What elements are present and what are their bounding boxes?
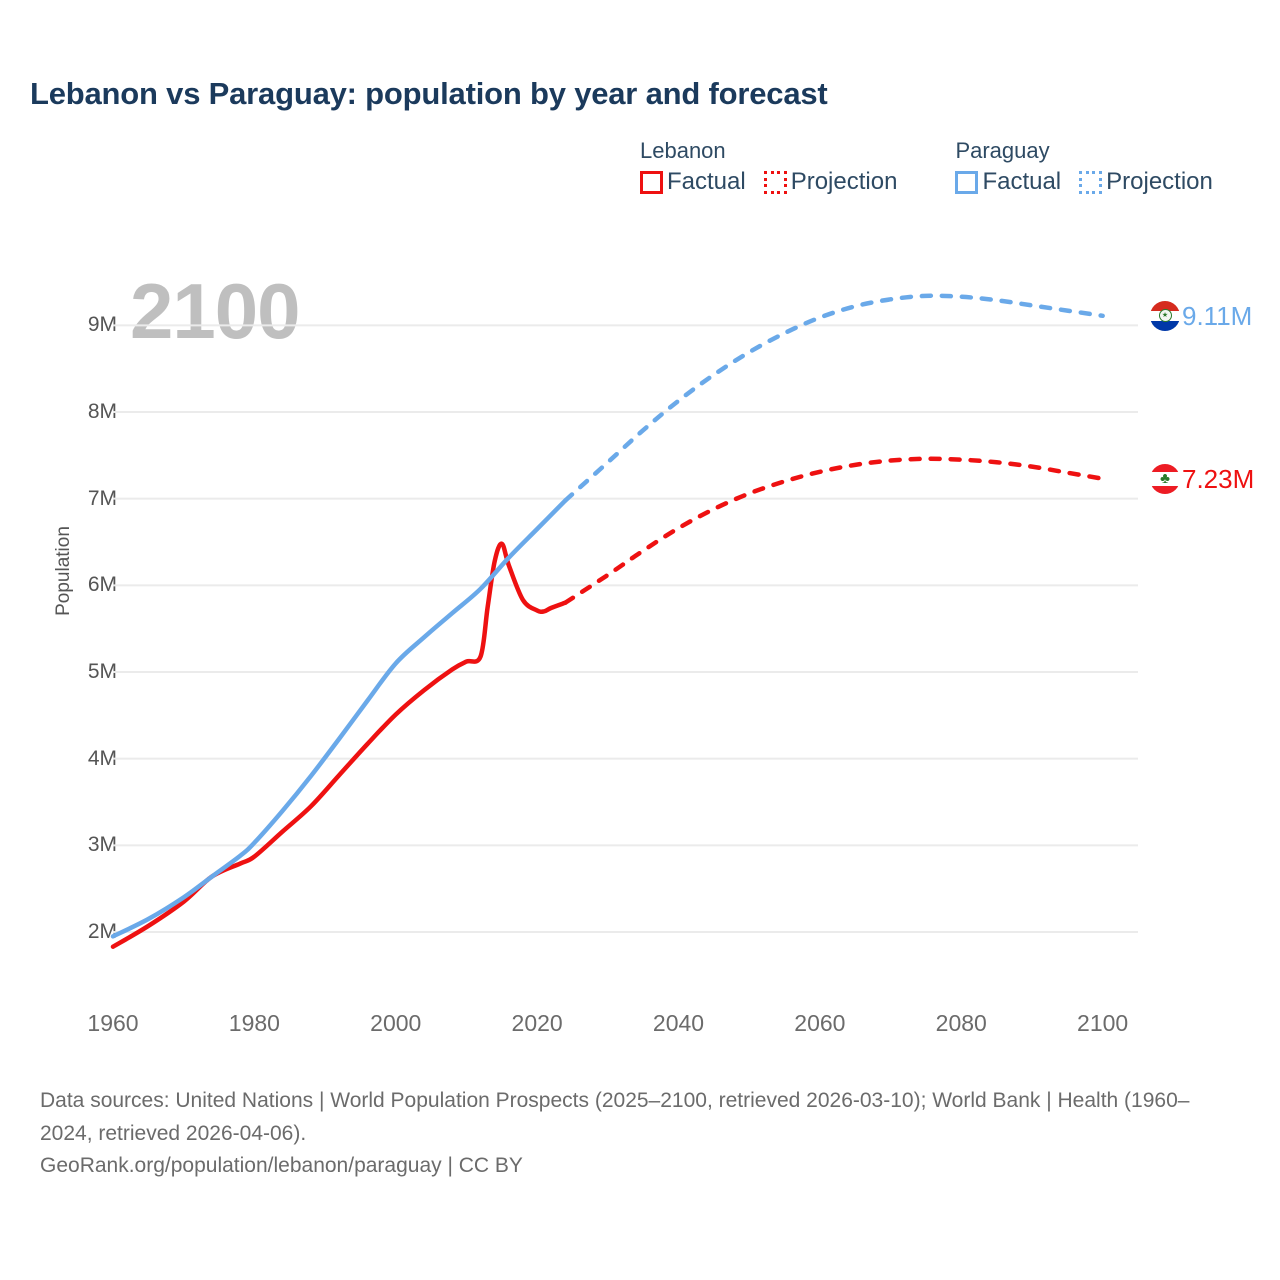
y-axis-tick-label: 6M: [87, 573, 117, 597]
legend-entries: Factual Projection: [955, 170, 1213, 194]
legend-item-label: Projection: [1106, 168, 1213, 195]
x-axis-tick-label: 2000: [370, 1010, 422, 1036]
y-axis-tick-label: 4M: [87, 746, 117, 770]
y-axis-tick-label: 5M: [87, 660, 117, 683]
dotted-square-outline-icon: [763, 170, 787, 194]
legend-group-title: Lebanon: [640, 138, 726, 163]
legend-item-lebanon-projection[interactable]: Projection: [763, 168, 898, 195]
endpoint-label-lebanon: ♣ 7.23M: [1150, 463, 1255, 494]
legend-item-label: Factual: [982, 168, 1062, 195]
legend-item-lebanon-factual[interactable]: Factual: [640, 170, 746, 194]
series-line-projection-paraguay: [563, 293, 1105, 503]
y-axis-tick-label: 7M: [87, 486, 117, 510]
solid-square-outline-icon: [640, 170, 663, 194]
chart-title: Lebanon vs Paraguay: population by year …: [30, 76, 828, 111]
y-axis-tick-label: 3M: [87, 833, 117, 857]
year-watermark: 2100: [130, 267, 301, 355]
endpoint-value: 7.23M: [1182, 463, 1255, 494]
lebanon-flag-icon: ♣: [1150, 463, 1180, 494]
x-axis-tick-label: 2020: [511, 1010, 563, 1036]
series-line-factual-paraguay: [110, 498, 568, 939]
legend-entries: Factual Projection: [640, 170, 897, 194]
series-line-projection-lebanon: [563, 456, 1105, 605]
legend-group-paraguay: Paraguay Factual Projection: [955, 138, 1213, 194]
legend-group-title: Paraguay: [955, 138, 1050, 163]
x-axis-tick-label: 2060: [794, 1010, 846, 1036]
y-axis-tick-label: 8M: [87, 400, 117, 423]
chart-footer: Data sources: United Nations | World Pop…: [40, 1085, 1230, 1183]
y-axis-title: Population: [53, 526, 74, 616]
x-axis-tick-label: 1980: [228, 1010, 280, 1036]
legend-item-label: Projection: [790, 168, 898, 195]
x-axis-tick-label: 2040: [652, 1010, 705, 1036]
footer-attribution-line: GeoRank.org/population/lebanon/paraguay …: [40, 1154, 523, 1178]
x-axis-tick-label: 2080: [935, 1010, 987, 1036]
y-axis-tick-label: 9M: [87, 313, 117, 337]
footer-sources-line: Data sources: United Nations | World Pop…: [40, 1089, 1190, 1145]
dotted-square-outline-icon: [1079, 170, 1103, 194]
x-axis-tick-label: 2100: [1077, 1010, 1129, 1036]
legend-item-label: Factual: [667, 168, 746, 195]
legend-item-paraguay-projection[interactable]: Projection: [1079, 170, 1213, 194]
legend-group-lebanon: Lebanon Factual Projection: [640, 140, 897, 194]
x-axis-tick-label: 1960: [87, 1010, 139, 1036]
series-line-factual-lebanon: [110, 541, 568, 949]
legend-item-paraguay-factual[interactable]: Factual: [955, 170, 1061, 194]
y-axis-tick-label: 2M: [87, 920, 117, 943]
endpoint-value: 9.11M: [1182, 300, 1253, 331]
chart-legend: Lebanon Factual Projection Paraguay Fact…: [640, 140, 1213, 194]
endpoint-label-paraguay: ★ 9.11M: [1150, 300, 1253, 331]
solid-square-outline-icon: [955, 170, 979, 194]
paraguay-flag-icon: ★: [1150, 300, 1180, 331]
